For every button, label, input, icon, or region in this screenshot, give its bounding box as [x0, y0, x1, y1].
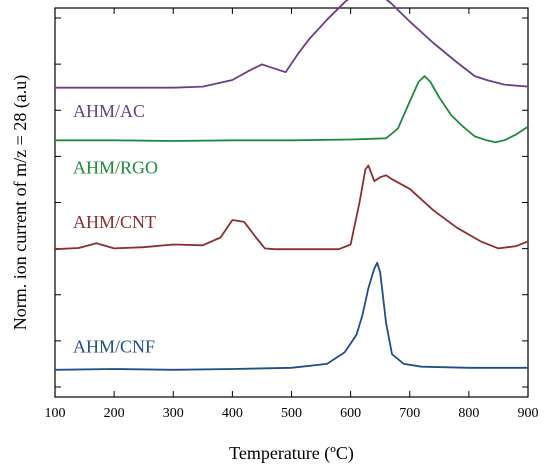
series-lines — [54, 0, 529, 371]
series-label: AHM/CNT — [73, 212, 156, 232]
x-tick-label: 200 — [104, 406, 125, 421]
series-line-ahm-rgo — [55, 75, 529, 144]
y-axis-title: Norm. ion current of m/z = 28 (a.u) — [10, 75, 31, 331]
x-tick-label: 700 — [399, 406, 420, 421]
series-label: AHM/AC — [73, 101, 145, 121]
x-tick-label: 400 — [222, 406, 243, 421]
x-axis-ticks: 100 200 300 400 500 600 700 800 900 — [45, 8, 539, 421]
y-axis-ticks — [55, 17, 528, 388]
x-tick-label: 100 — [45, 406, 66, 421]
series-label: AHM/CNF — [73, 336, 155, 356]
series-line-ahm-cnf — [54, 261, 528, 371]
x-tick-label: 300 — [163, 406, 184, 421]
series-line-ahm-ac — [55, 0, 529, 89]
series-label: AHM/RGO — [73, 157, 158, 177]
series-labels: AHM/AC AHM/RGO AHM/CNT AHM/CNF — [73, 101, 158, 356]
x-tick-label: 800 — [458, 406, 479, 421]
x-tick-label: 500 — [281, 406, 302, 421]
series-line-ahm-cnt — [54, 164, 529, 251]
x-tick-label: 900 — [518, 406, 539, 421]
x-axis-title: Temperature (ºC) — [229, 443, 354, 464]
x-tick-label: 600 — [340, 406, 361, 421]
